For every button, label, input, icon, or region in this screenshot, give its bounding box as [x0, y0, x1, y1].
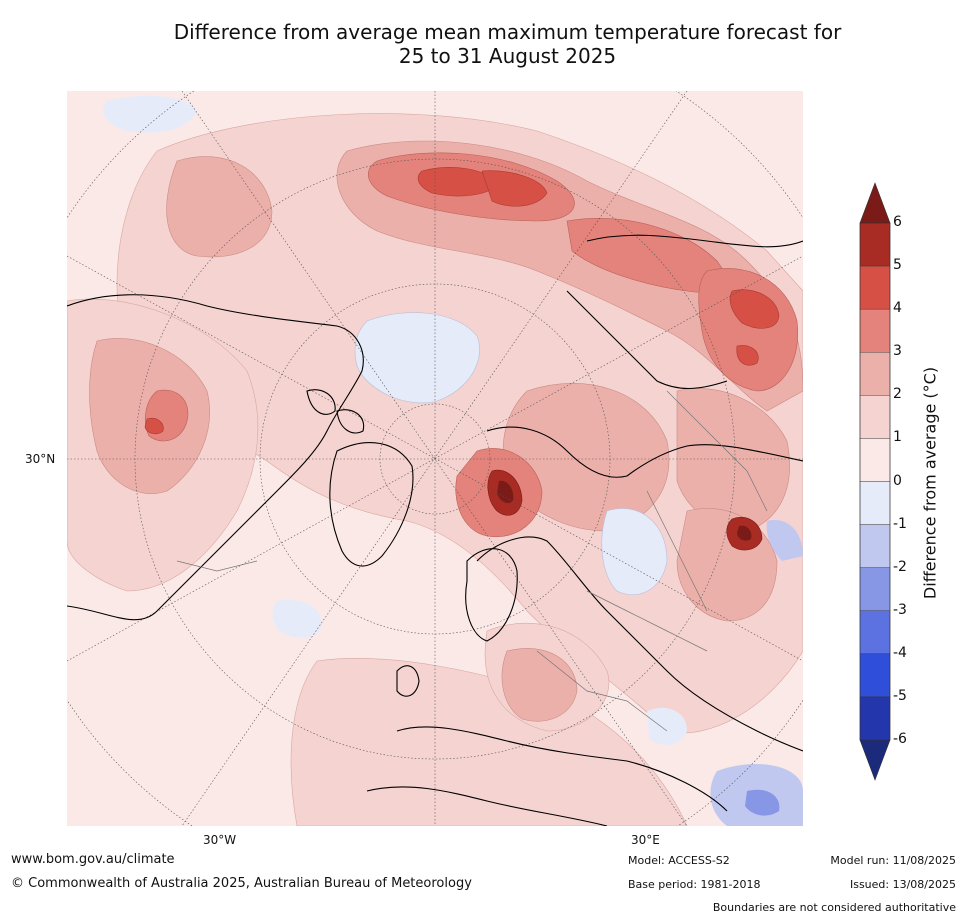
footer-disclaimer: Boundaries are not considered authoritat… — [712, 901, 956, 914]
lon-label-30e: 30°E — [631, 833, 660, 847]
colorbar-band — [859, 481, 891, 525]
anomaly-cool-regions — [103, 95, 803, 826]
coastlines — [67, 234, 803, 826]
colorbar-band — [859, 653, 891, 698]
colorbar-extend-bottom — [859, 739, 891, 781]
map-title: Difference from average mean maximum tem… — [90, 20, 925, 68]
colorbar-bands — [859, 222, 891, 741]
country-borders — [176, 390, 768, 732]
anomaly-map — [67, 91, 803, 826]
colorbar-band — [859, 696, 891, 741]
anomaly-5-plus-regions — [487, 469, 763, 551]
colorbar-tick-label: 3 — [893, 343, 902, 360]
colorbar-tick-label: 4 — [893, 300, 902, 317]
colorbar-band — [859, 610, 891, 655]
colorbar-outline — [859, 222, 891, 741]
colorbar-tick-label: 0 — [893, 472, 902, 489]
colorbar-band — [859, 352, 891, 396]
anomaly-map-svg — [67, 91, 803, 826]
colorbar-band — [859, 308, 891, 353]
colorbar-tick-label: -5 — [893, 687, 907, 704]
colorbar-tick-label: 1 — [893, 429, 902, 446]
colorbar-tick-label: -3 — [893, 601, 907, 618]
lat-label-30n: 30°N — [25, 452, 56, 466]
colorbar-band — [859, 395, 891, 439]
footer-base-period: Base period: 1981-2018 — [628, 878, 761, 891]
colorbar-axis-label: Difference from average (°C) — [920, 366, 940, 600]
footer-model-run: Model run: 11/08/2025 — [830, 854, 956, 867]
footer-issued: Issued: 13/08/2025 — [849, 878, 956, 891]
colorbar-extend-top — [859, 182, 891, 224]
lon-label-30w: 30°W — [203, 833, 237, 847]
colorbar-band — [859, 265, 891, 310]
colorbar-tick-label: -1 — [893, 515, 907, 532]
colorbar-band — [859, 524, 891, 568]
colorbar — [855, 180, 915, 785]
map-title-line1: Difference from average mean maximum tem… — [173, 20, 842, 44]
colorbar-band — [859, 438, 891, 482]
colorbar-tick-label: -6 — [893, 731, 907, 747]
colorbar-tick-label: 5 — [893, 257, 902, 274]
anomaly-4-5-regions — [144, 167, 780, 435]
footer-website: www.bom.gov.au/climate — [11, 852, 175, 867]
colorbar-band — [859, 222, 891, 267]
colorbar-band — [859, 567, 891, 611]
colorbar-svg — [859, 182, 891, 781]
footer-model: Model: ACCESS-S2 — [628, 854, 730, 867]
colorbar-tick-label: 6 — [893, 214, 902, 230]
colorbar-tick-label: 2 — [893, 386, 902, 403]
footer-copyright: © Commonwealth of Australia 2025, Austra… — [11, 876, 472, 891]
map-title-line2: 25 to 31 August 2025 — [398, 44, 617, 68]
colorbar-tick-label: -4 — [893, 644, 907, 661]
colorbar-tick-label: -2 — [893, 558, 907, 575]
